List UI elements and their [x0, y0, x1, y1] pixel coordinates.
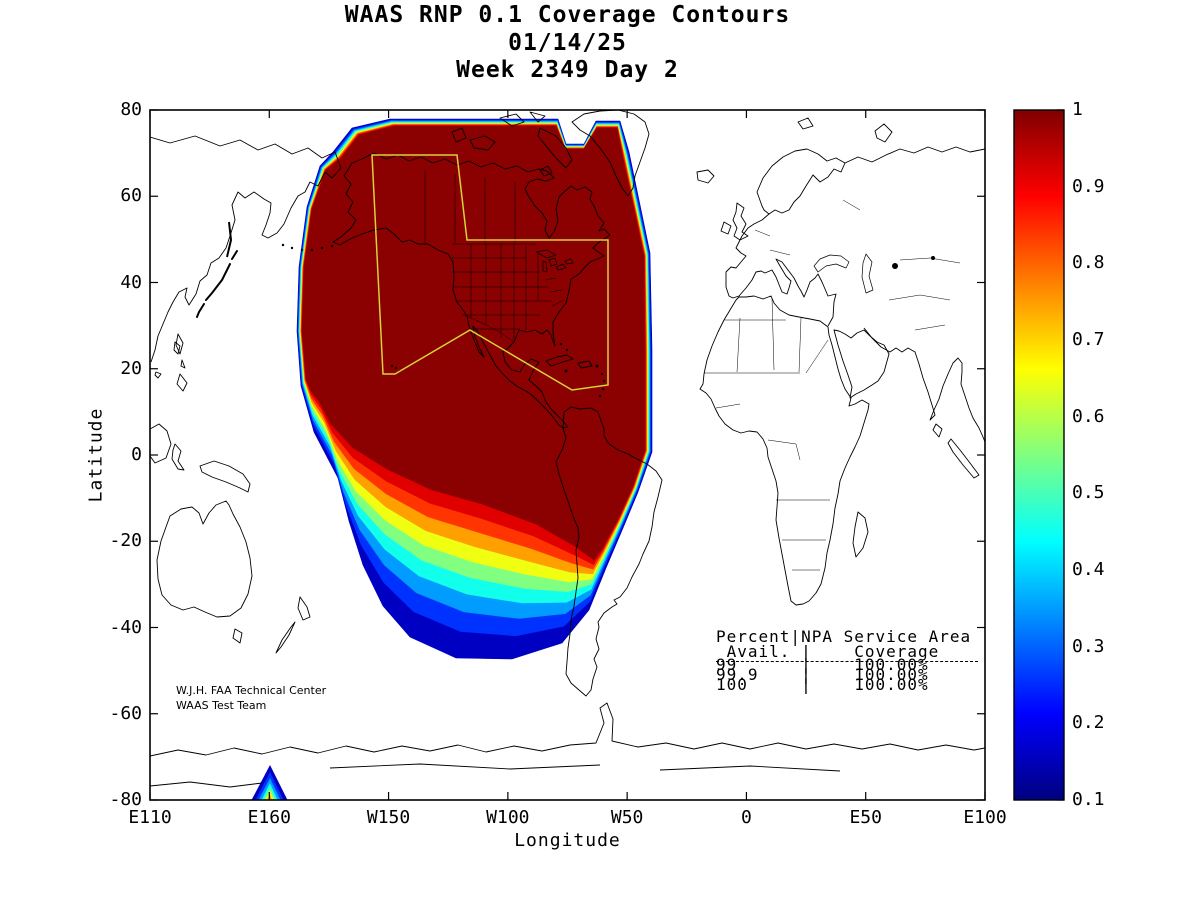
coastline-caribbean: [545, 354, 593, 369]
coastline-arabia: [833, 329, 890, 399]
colorbar-gradient: [1013, 109, 1065, 801]
world-map: [150, 110, 985, 788]
plot-frame: [149, 109, 986, 801]
canada-province-borders: [424, 170, 516, 243]
coastline-madagascar: [852, 511, 869, 558]
caspian-sea: [861, 253, 874, 294]
us-mexico-border: [466, 315, 515, 343]
coastline-europe: [725, 213, 837, 327]
coastline-north-america: [332, 152, 611, 429]
eurasia-borders: [754, 199, 961, 331]
coastline-indonesia: [150, 423, 251, 493]
political-borders: [424, 170, 961, 571]
africa-borders: [704, 297, 830, 571]
coastline-south-asia: [863, 327, 985, 443]
coastline-africa: [699, 295, 870, 606]
coastline-australia: [156, 500, 253, 644]
coastline-british-isles: [720, 202, 749, 241]
npa-service-area-outline: [371, 154, 609, 391]
coastline-sakhalin: [226, 221, 232, 258]
great-lakes: [535, 249, 574, 273]
coastline-new-zealand: [275, 596, 311, 654]
coastline-philippines: [175, 333, 188, 392]
coastline-greenland: [571, 110, 650, 197]
coastline-south-america: [555, 406, 663, 697]
coastline-japan: [196, 250, 238, 318]
coastline-sri-lanka-sumatra: [932, 423, 980, 479]
coastline-iceland: [696, 169, 715, 184]
coastline-antarctica: [150, 702, 985, 788]
black-sea: [813, 254, 850, 273]
coastline-russia-arctic: [844, 146, 985, 164]
coastline-scandinavia: [756, 148, 846, 215]
coastline-arctic-islands: [451, 111, 573, 177]
us-state-borders: [452, 243, 565, 340]
coastline-arctic-islands-east: [797, 117, 893, 143]
coastline-east-asia: [150, 135, 342, 363]
south-edge-contour-feature: [251, 765, 288, 800]
small-islands: [281, 243, 935, 398]
contour-band-level-1: [301, 125, 646, 561]
coastline-taiwan-hainan: [154, 341, 181, 379]
